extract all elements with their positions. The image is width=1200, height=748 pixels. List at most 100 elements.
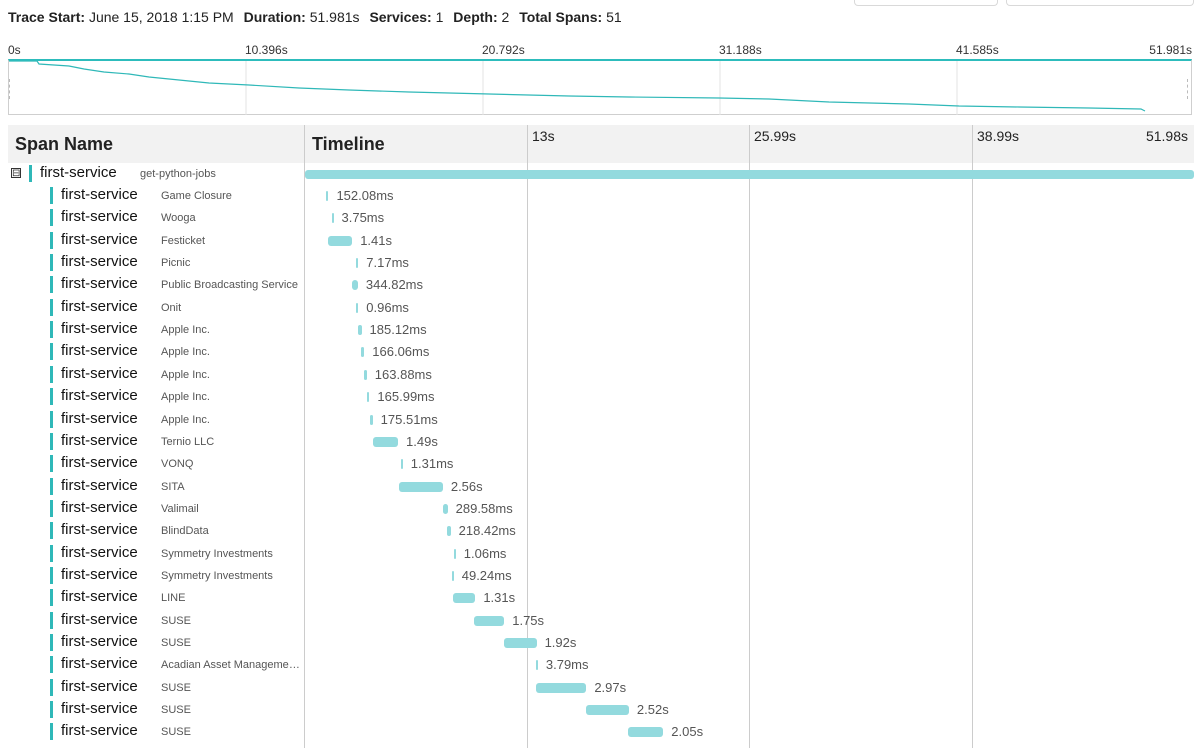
span-bar[interactable] (328, 235, 353, 246)
span-bar[interactable] (535, 682, 587, 693)
span-row[interactable]: first-service Symmetry Investments 1.06ms (0, 543, 1200, 565)
service-name: first-service (61, 655, 138, 673)
service-color-marker (50, 343, 53, 361)
span-duration: 1.06ms (463, 545, 507, 561)
span-row[interactable]: first-service SUSE 2.52s (0, 699, 1200, 721)
span-bar[interactable] (358, 325, 362, 336)
span-bar[interactable] (535, 660, 538, 671)
service-color-marker (50, 231, 53, 249)
span-bar[interactable] (442, 503, 448, 514)
root-service-name: first-service (40, 164, 117, 181)
span-row[interactable]: first-service Apple Inc. 165.99ms (0, 386, 1200, 408)
minimap-graph (9, 61, 1146, 115)
span-bar[interactable] (369, 414, 373, 425)
service-color-marker (50, 499, 53, 517)
span-bar[interactable] (325, 191, 329, 201)
span-row[interactable]: first-service Game Closure 152.08ms (0, 185, 1200, 207)
service-name: first-service (61, 677, 138, 695)
span-row[interactable]: first-service Acadian Asset Management LL… (0, 654, 1200, 676)
span-row[interactable]: first-service Picnic 7.17ms (0, 252, 1200, 274)
span-bar[interactable] (399, 481, 443, 492)
span-row[interactable]: first-service Wooga 3.75ms (0, 207, 1200, 229)
span-duration: 2.05s (671, 724, 704, 740)
depth-value: 2 (501, 9, 510, 25)
span-row[interactable]: first-service SITA 2.56s (0, 476, 1200, 498)
span-duration: 185.12ms (369, 322, 427, 338)
span-row[interactable]: first-service SUSE 1.92s (0, 632, 1200, 654)
service-name: first-service (61, 476, 138, 494)
trace-minimap[interactable] (8, 59, 1192, 115)
operation-name: Wooga (161, 212, 196, 225)
span-row[interactable]: first-service Apple Inc. 175.51ms (0, 409, 1200, 431)
minimap-left-handle[interactable] (9, 79, 12, 99)
span-row[interactable]: first-service LINE 1.31s (0, 587, 1200, 609)
operation-name: Symmetry Investments (161, 547, 273, 560)
operation-name: Apple Inc. (161, 346, 210, 359)
header-control-2[interactable] (1006, 0, 1194, 6)
span-row[interactable]: first-service Symmetry Investments 49.24ms (0, 565, 1200, 587)
collapse-icon[interactable]: ⊟ (11, 168, 21, 179)
root-span-row[interactable]: ⊟ first-service get-python-jobs (0, 163, 1200, 185)
span-bar[interactable] (356, 302, 359, 313)
span-bar[interactable] (364, 369, 367, 380)
span-duration: 3.79ms (545, 657, 589, 673)
span-duration: 0.96ms (366, 299, 409, 315)
span-bar[interactable] (352, 280, 358, 291)
span-bar[interactable] (400, 459, 403, 470)
service-color-marker (50, 701, 53, 719)
span-row[interactable]: first-service SUSE 1.75s (0, 610, 1200, 632)
timeline-tick: 25.99s (754, 128, 797, 144)
service-color-marker (50, 656, 53, 674)
span-bar[interactable] (372, 436, 399, 447)
operation-name: Festicket (161, 234, 206, 247)
span-row[interactable]: first-service Apple Inc. 185.12ms (0, 319, 1200, 341)
span-bar[interactable] (628, 727, 664, 738)
operation-name: SUSE (161, 704, 191, 717)
operation-name: Picnic (161, 257, 191, 270)
header-control-1[interactable] (854, 0, 998, 6)
span-bar[interactable] (453, 548, 456, 559)
operation-name: Acadian Asset Management LLC (161, 659, 303, 672)
span-row[interactable]: first-service SUSE 2.97s (0, 677, 1200, 699)
total-spans-label: Total Spans: (519, 9, 603, 25)
span-row[interactable]: first-service Apple Inc. 163.88ms (0, 364, 1200, 386)
span-bar[interactable] (585, 705, 629, 716)
span-duration: 289.58ms (455, 500, 513, 516)
span-row[interactable]: first-service Valimail 289.58ms (0, 498, 1200, 520)
root-span-bar[interactable] (305, 170, 1194, 179)
span-row[interactable]: first-service BlindData 218.42ms (0, 520, 1200, 542)
timeline-gridline (749, 125, 750, 748)
span-row[interactable]: first-service Public Broadcasting Service… (0, 274, 1200, 296)
span-row[interactable]: first-service SUSE 2.05s (0, 721, 1200, 743)
span-duration: 165.99ms (377, 389, 435, 405)
span-row[interactable]: first-service Festicket 1.41s (0, 230, 1200, 252)
service-name: first-service (61, 431, 138, 449)
span-row[interactable]: first-service Ternio LLC 1.49s (0, 431, 1200, 453)
span-bar[interactable] (356, 258, 359, 269)
service-name: first-service (61, 275, 138, 293)
operation-name: Game Closure (161, 190, 232, 202)
service-name: first-service (61, 454, 138, 472)
service-color-marker (50, 187, 53, 204)
span-bar[interactable] (446, 526, 451, 537)
operation-name: SUSE (161, 637, 191, 649)
span-row[interactable]: first-service VONQ 1.31ms (0, 453, 1200, 475)
column-divider[interactable] (304, 125, 305, 748)
span-bar[interactable] (452, 593, 476, 604)
span-bar[interactable] (451, 570, 454, 581)
span-bar[interactable] (361, 347, 365, 358)
span-bar[interactable] (503, 638, 537, 648)
span-bar[interactable] (331, 213, 334, 224)
span-duration: 2.56s (450, 478, 483, 494)
minimap-tick: 51.981s (1149, 43, 1192, 57)
span-row[interactable]: first-service Onit 0.96ms (0, 297, 1200, 319)
span-bar[interactable] (366, 392, 370, 403)
minimap-right-handle[interactable] (1187, 79, 1190, 99)
minimap-tick: 0s (8, 43, 21, 57)
span-row[interactable]: first-service Apple Inc. 166.06ms (0, 341, 1200, 363)
trace-summary: Trace Start: June 15, 2018 1:15 PM Durat… (8, 7, 628, 27)
service-color-marker (50, 276, 53, 294)
service-name: first-service (61, 543, 138, 561)
span-bar[interactable] (474, 615, 505, 626)
timeline-tick: 38.99s (977, 128, 1020, 144)
